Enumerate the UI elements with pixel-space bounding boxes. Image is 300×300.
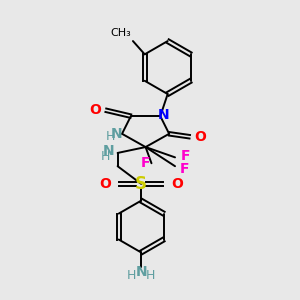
Text: S: S [135,175,147,193]
Text: N: N [111,127,122,141]
Text: O: O [172,177,183,191]
Text: O: O [99,177,111,191]
Text: N: N [158,108,170,122]
Text: F: F [140,156,150,170]
Text: H: H [146,269,155,282]
Text: O: O [194,130,206,144]
Text: F: F [179,162,189,176]
Text: H: H [106,130,116,143]
Text: H: H [127,269,136,282]
Text: CH₃: CH₃ [111,28,131,38]
Text: O: O [89,103,101,117]
Text: F: F [180,149,190,163]
Text: N: N [135,265,147,279]
Text: N: N [103,144,115,158]
Text: H: H [101,150,110,163]
